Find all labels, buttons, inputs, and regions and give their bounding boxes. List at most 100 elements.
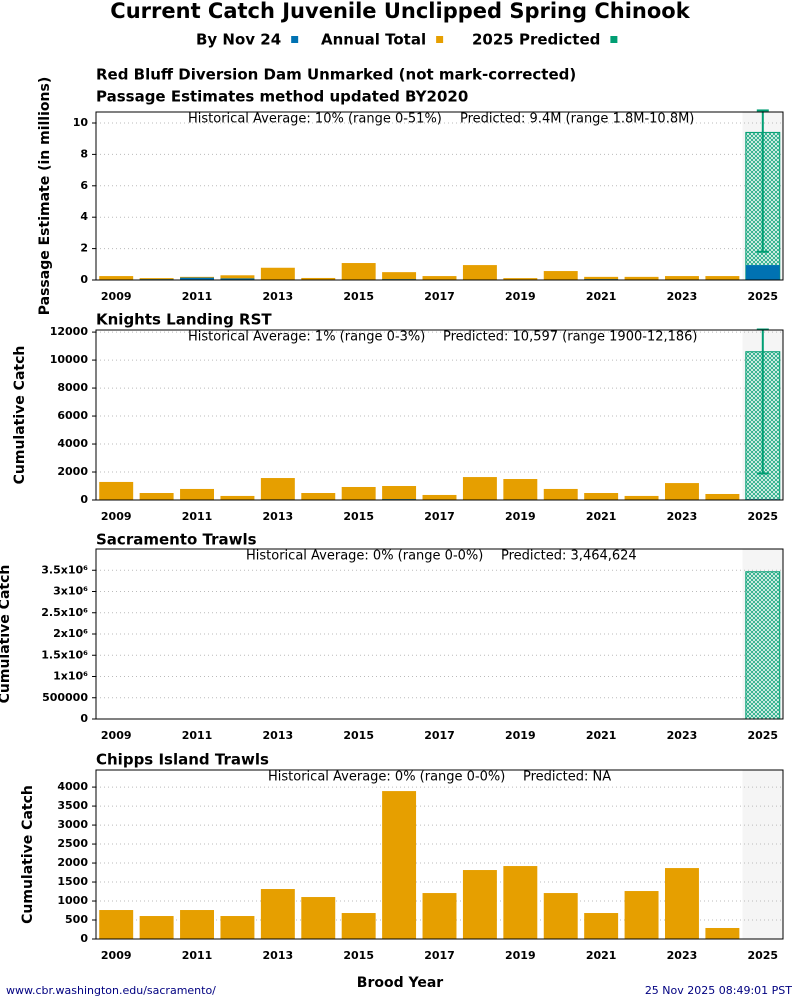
bar — [341, 486, 376, 500]
x-tick-label: 2017 — [424, 729, 455, 742]
bar — [543, 893, 578, 939]
bar — [220, 495, 255, 500]
bar — [180, 488, 215, 500]
bar — [382, 791, 417, 939]
bar — [341, 263, 376, 280]
y-axis-label: Cumulative Catch — [20, 785, 36, 924]
bar — [301, 277, 336, 280]
bar — [503, 278, 538, 280]
annotation: Historical Average: 0% (range 0-0%) — [268, 770, 505, 785]
bar — [462, 265, 497, 280]
bar — [422, 494, 457, 500]
y-tick-label: 1000 — [57, 894, 88, 907]
bar — [382, 272, 417, 280]
x-tick-label: 2025 — [747, 510, 778, 523]
legend-swatch — [291, 36, 299, 43]
bar — [624, 891, 659, 939]
annotation: Historical Average: 0% (range 0-0%) — [246, 549, 483, 564]
annotation: Predicted: 3,464,624 — [501, 549, 637, 564]
bar — [99, 910, 134, 939]
x-tick-label: 2015 — [343, 949, 374, 962]
plot-frame — [95, 548, 784, 720]
x-tick-label: 2015 — [343, 729, 374, 742]
x-tick-label: 2015 — [343, 290, 374, 303]
plot-frame — [95, 329, 784, 501]
y-tick-label: 0 — [80, 712, 88, 725]
y-tick-label: 4000 — [57, 780, 88, 793]
annotation: Predicted: NA — [523, 770, 611, 785]
x-tick-label: 2023 — [667, 510, 698, 523]
x-tick-label: 2011 — [182, 949, 213, 962]
panel-title: Knights Landing RST — [96, 311, 272, 329]
x-tick-label: 2009 — [101, 949, 132, 962]
x-tick-label: 2019 — [505, 949, 536, 962]
y-tick-label: 2.5x10⁶ — [41, 606, 88, 619]
bar — [139, 278, 174, 280]
x-tick-label: 2023 — [667, 729, 698, 742]
y-tick-label: 6000 — [57, 409, 88, 422]
x-tick-label: 2021 — [586, 729, 617, 742]
legend-swatch — [610, 36, 618, 43]
bar — [220, 275, 255, 280]
x-tick-label: 2011 — [182, 290, 213, 303]
bar — [139, 493, 174, 500]
x-tick-label: 2023 — [667, 290, 698, 303]
x-tick-label: 2021 — [586, 510, 617, 523]
bar — [705, 927, 740, 939]
y-tick-label: 12000 — [50, 325, 89, 338]
x-tick-label: 2015 — [343, 510, 374, 523]
y-tick-label: 0 — [80, 273, 88, 286]
y-tick-label: 500000 — [42, 691, 88, 704]
bar — [260, 889, 295, 939]
bar — [745, 265, 780, 280]
x-tick-label: 2021 — [586, 949, 617, 962]
x-tick-label: 2025 — [747, 729, 778, 742]
bar — [503, 479, 538, 500]
x-tick-label: 2009 — [101, 290, 132, 303]
y-tick-label: 6 — [80, 179, 88, 192]
bar — [220, 278, 255, 280]
bar — [745, 571, 781, 720]
bar — [139, 916, 174, 939]
y-tick-label: 2000 — [57, 465, 88, 478]
bar — [584, 913, 619, 939]
bar — [422, 893, 457, 939]
y-tick-label: 10 — [73, 116, 89, 129]
y-tick-label: 10000 — [50, 353, 89, 366]
annotation: Predicted: 9.4M (range 1.8M-10.8M) — [460, 112, 694, 127]
legend-label: By Nov 24 — [196, 31, 281, 49]
bar — [220, 916, 255, 939]
footer-url[interactable]: www.cbr.washington.edu/sacramento/ — [6, 984, 216, 997]
bar — [99, 481, 134, 500]
bar — [462, 477, 497, 500]
y-tick-label: 0 — [80, 932, 88, 945]
bar — [301, 897, 336, 939]
x-tick-label: 2025 — [747, 290, 778, 303]
y-tick-label: 1500 — [57, 875, 88, 888]
x-tick-label: 2019 — [505, 290, 536, 303]
y-tick-label: 3500 — [57, 799, 88, 812]
y-tick-label: 1.5x10⁶ — [41, 648, 88, 661]
bar — [664, 868, 699, 939]
x-tick-label: 2011 — [182, 729, 213, 742]
bar — [260, 267, 295, 280]
timestamp: 25 Nov 2025 08:49:01 PST — [645, 984, 792, 997]
bar — [664, 276, 699, 280]
annotation: Predicted: 10,597 (range 1900-12,186) — [443, 330, 698, 345]
y-tick-label: 2500 — [57, 837, 88, 850]
x-tick-label: 2017 — [424, 290, 455, 303]
bar — [624, 495, 659, 500]
legend-label: Annual Total — [321, 31, 426, 49]
x-tick-label: 2017 — [424, 510, 455, 523]
page-title: Current Catch Juvenile Unclipped Spring … — [110, 0, 690, 23]
y-tick-label: 1x10⁶ — [53, 670, 88, 683]
y-tick-label: 2 — [80, 242, 88, 255]
x-tick-label: 2013 — [263, 510, 294, 523]
x-tick-label: 2011 — [182, 510, 213, 523]
y-axis-label: Cumulative Catch — [0, 565, 13, 704]
annotation: Historical Average: 10% (range 0-51%) — [188, 112, 442, 127]
y-tick-label: 4000 — [57, 437, 88, 450]
panel-subtitle: Passage Estimates method updated BY2020 — [96, 88, 468, 106]
x-tick-label: 2019 — [505, 729, 536, 742]
